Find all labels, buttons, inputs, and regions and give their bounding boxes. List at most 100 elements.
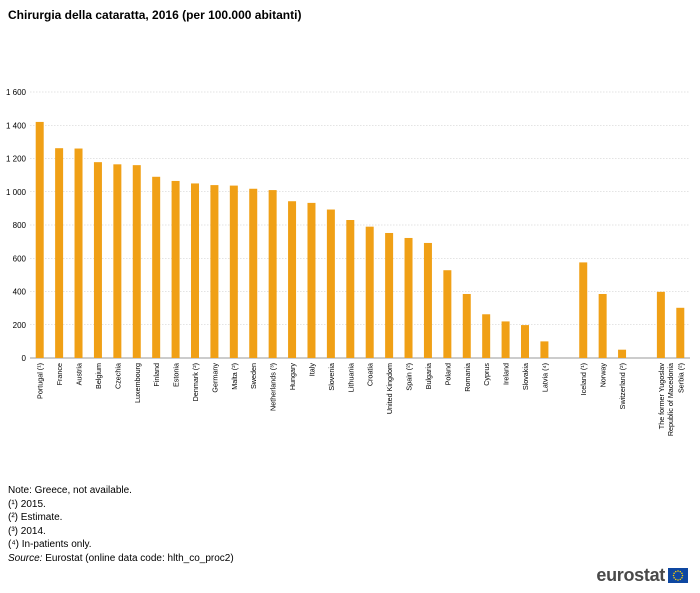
y-tick-label: 1 000 [6,188,27,197]
source-line: Source: Eurostat (online data code: hlth… [8,552,234,566]
x-tick-label: Latvia (⁴) [540,363,549,392]
x-tick-label: Denmark (²) [191,363,200,401]
bar [55,148,64,358]
x-tick-label: Poland [443,363,452,385]
bar [598,293,607,358]
logo-text: eurostat [596,565,665,585]
bar [93,162,102,358]
flag-star [681,572,683,574]
bar [540,341,549,358]
flag-star [673,572,675,574]
bar [579,262,588,358]
flag-star [679,578,681,581]
x-tick-label: Cyprus [482,363,491,386]
x-tick-label: Ireland [502,363,511,385]
source-label: Source: [8,552,43,564]
flag-star [675,578,677,581]
bar-chart: 0 200 400 600 800 1 000 1 200 1 400 1 600 Portuga… [6,88,690,436]
note-2015: (¹) 2015. [8,498,46,510]
x-tick-label: Iceland (¹) [579,363,588,395]
x-tick-label: Slovenia [327,363,336,391]
bar [423,242,432,358]
x-tick-label: Sweden [249,363,258,389]
flag-star [677,570,679,572]
x-tick-label: Slovakia [521,363,530,390]
flag-star [673,577,675,579]
flag-star [672,574,675,577]
bar [365,226,374,358]
bar [443,270,452,358]
x-tick-label: Austria [75,363,84,385]
bar [326,209,335,358]
bar [404,237,413,358]
x-tick-label: Switzerland (²) [618,363,627,409]
bar [676,307,685,358]
x-tick-label: Hungary [288,363,297,391]
bar [346,220,355,358]
x-tick-label: Spain (²) [405,363,414,391]
x-tick-label: Croatia [366,363,375,386]
chart-title: Chirurgia della cataratta, 2016 (per 100… [8,8,302,22]
bar [268,190,277,358]
flag-star [681,574,684,577]
note-inpatients: (⁴) In-patients only. [8,539,92,550]
note-estimate: (²) Estimate. [8,512,63,523]
footnotes: Note: Greece, not available. (¹) 2015. (… [8,484,234,565]
x-tick-label: Italy [307,363,316,377]
y-tick-label: 1 400 [6,121,27,130]
bar [618,349,627,358]
bar [74,148,83,358]
x-tick-label: Germany [210,363,219,393]
x-tick-label: Romania [463,363,472,392]
x-tick-label: Czechia [113,363,122,389]
x-tick-label: United Kingdom [385,363,394,414]
bar [191,183,199,358]
x-tick-label: Estonia [172,363,181,387]
eurostat-logo: eurostat [596,565,688,586]
x-tick-label: France [55,363,64,385]
x-tick-label: Republic of Macedonia [666,363,675,436]
x-tick-label: Finland [152,363,161,387]
y-tick-label: 800 [13,221,27,230]
flag-star [679,570,681,573]
y-tick-label: 1 600 [6,88,27,97]
bar [152,176,161,358]
x-tick-label: Belgium [94,363,103,389]
bar [521,325,529,358]
y-tick-label: 1 200 [6,155,27,164]
note-greece: Note: Greece, not available. [8,485,132,496]
bar [249,188,258,358]
bar [35,121,44,358]
bar [501,321,510,358]
bar [385,232,394,358]
x-tick-label: Luxembourg [133,363,142,403]
bar [171,180,180,358]
y-tick-label: 600 [13,254,27,263]
note-2014: (³) 2014. [8,525,46,537]
x-tick-label: The former Yugoslav [657,363,666,430]
eu-flag-icon [668,568,688,583]
x-tick-label: Lithuania [346,363,355,392]
x-tick-label: Norway [599,363,608,388]
bar [132,165,141,358]
x-tick-label: Malta (²) [230,363,239,390]
x-tick-label: Portugal (¹) [36,363,45,399]
x-tick-label: Netherlands (³) [269,363,278,411]
bar [656,291,665,358]
source-text: Eurostat (online data code: hlth_co_proc… [42,552,234,564]
flag-star [675,570,677,573]
bar [113,164,122,358]
y-tick-label: 200 [13,321,27,330]
x-tick-label: Serbia (²) [676,363,685,393]
bar [229,185,238,358]
bar [462,293,471,358]
bar [288,201,297,358]
x-tick-label: Bulgaria [424,363,433,389]
bar [482,314,491,358]
y-tick-label: 400 [13,288,27,297]
bar [210,185,219,358]
bar [307,202,316,358]
flag-star [681,577,683,579]
flag-star [677,579,679,581]
y-tick-label: 0 [22,354,27,363]
